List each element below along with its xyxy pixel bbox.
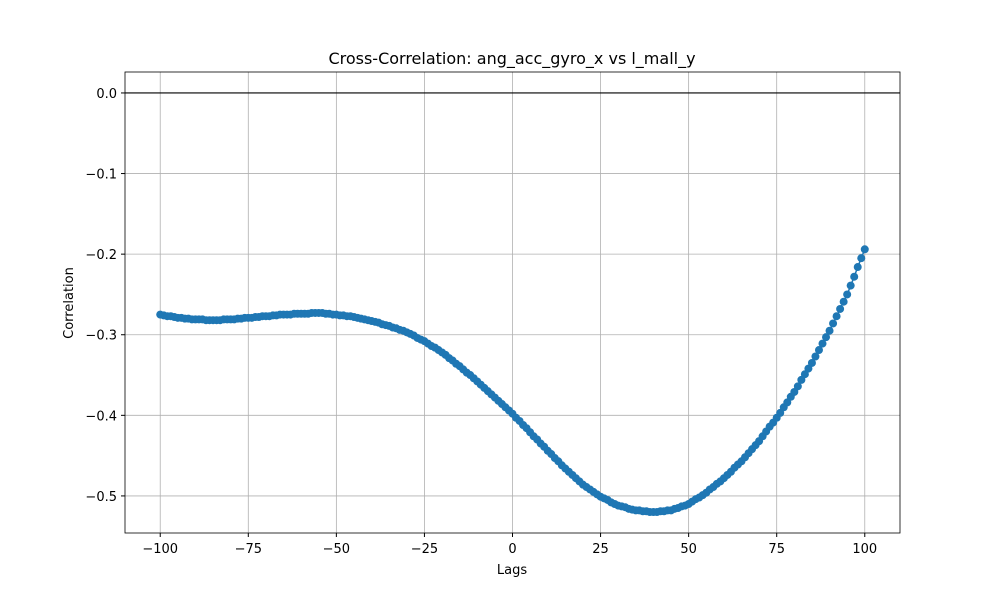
x-tick-label: −50 [323, 542, 350, 557]
x-tick-label: −75 [235, 542, 262, 557]
point [811, 352, 820, 361]
y-tick-label: −0.2 [85, 248, 117, 263]
point [853, 263, 862, 272]
point [857, 254, 866, 263]
x-tick-label: −100 [142, 542, 178, 557]
point [843, 290, 852, 299]
y-tick-label: −0.3 [85, 329, 117, 344]
plot-frame [124, 71, 901, 534]
x-tick-label: −25 [411, 542, 438, 557]
point [832, 312, 841, 321]
point [807, 358, 816, 367]
point [860, 245, 869, 254]
x-tick-label: 100 [852, 542, 877, 557]
x-tick-label: 25 [592, 542, 609, 557]
point [836, 304, 845, 313]
point [829, 319, 838, 328]
point [814, 346, 823, 355]
point [839, 297, 848, 306]
chart-title: Cross-Correlation: ang_acc_gyro_x vs l_m… [328, 49, 695, 69]
y-tick-label: −0.5 [85, 490, 117, 505]
point [818, 339, 827, 348]
y-tick-label: 0.0 [96, 87, 117, 102]
point [793, 382, 802, 391]
point [825, 326, 834, 335]
y-tick-label: −0.1 [85, 168, 117, 183]
y-axis-label: Correlation [62, 267, 77, 339]
x-tick-label: 50 [680, 542, 697, 557]
x-axis-label: Lags [497, 563, 527, 578]
point [822, 333, 831, 342]
point [846, 281, 855, 290]
point [850, 272, 859, 281]
y-tick-label: −0.4 [85, 409, 117, 424]
x-tick-label: 75 [768, 542, 785, 557]
x-tick-label: 0 [508, 542, 516, 557]
